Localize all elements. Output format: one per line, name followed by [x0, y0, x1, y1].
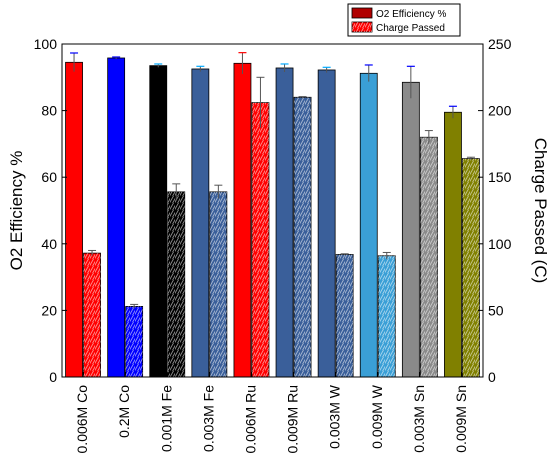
- y-tick-label: 40: [41, 236, 57, 252]
- y2-tick-label: 150: [488, 169, 512, 185]
- x-tick-label: 0.003M Fe: [200, 385, 216, 452]
- x-tick-label: 0.003M Sn: [411, 385, 427, 453]
- y-tick-label: 100: [34, 36, 58, 52]
- plot-frame: [61, 43, 484, 378]
- x-tick-label: 0.009M W: [369, 384, 385, 449]
- y2-tick-label: 250: [488, 36, 512, 52]
- x-tick-label: 0.001M Fe: [158, 385, 174, 452]
- x-tick-label: 0.009M Ru: [285, 385, 301, 453]
- legend-label-charge-passed: Charge Passed: [376, 23, 445, 34]
- bar-efficiency-0-009m-ru: [275, 67, 294, 378]
- x-tick-label: 0.009M Sn: [453, 385, 469, 453]
- bar-efficiency-0-006m-co: [65, 61, 83, 378]
- x-tick-label: 0.006M Ru: [242, 385, 258, 453]
- y-tick-label: 20: [41, 302, 57, 318]
- y2-tick-label: 50: [488, 302, 504, 318]
- bars-layer: [65, 52, 480, 378]
- x-tick-label: 0.2M Co: [116, 385, 132, 438]
- bar-charge-hatch-0-001m-fe: [167, 191, 185, 377]
- bar-charge-hatch-0-006m-co: [83, 253, 101, 377]
- legend-swatch-o2-efficiency: [351, 7, 373, 19]
- x-tick-label: 0.006M Co: [74, 385, 90, 454]
- y2-tick-label: 0: [488, 369, 496, 385]
- bar-efficiency-0-003m-fe: [191, 68, 210, 378]
- y2-tick-label: 200: [488, 103, 512, 119]
- bar-charge-hatch-0-009m-sn: [462, 158, 480, 377]
- x-tick-label: 0.003M W: [327, 384, 343, 449]
- bar-charge-hatch-0-009m-ru: [294, 97, 312, 377]
- bar-charge-hatch-0-003m-sn: [420, 137, 438, 377]
- bar-efficiency-0-006m-ru: [233, 62, 252, 378]
- bar-charge-hatch-0-003m-w: [336, 254, 354, 377]
- bar-charge-hatch-0-006m-ru: [251, 102, 269, 377]
- bar-efficiency-0-009m-w: [359, 72, 378, 378]
- bar-efficiency-0-2m-co: [107, 57, 126, 378]
- axes-layer: 0 20 40 60 80 100 0 50 100 150 200 250 0.006M Co 0.2M…: [34, 36, 512, 453]
- legend: O2 Efficiency % Charge Passed: [347, 3, 461, 37]
- bar-efficiency-0-001m-fe: [149, 65, 168, 378]
- y-tick-label: 60: [41, 169, 57, 185]
- legend-label-o2-efficiency: O2 Efficiency %: [376, 9, 447, 20]
- legend-swatch-hatch: [352, 22, 372, 32]
- bar-charge-hatch-0-2m-co: [125, 306, 143, 377]
- bar-charge-hatch-0-009m-w: [378, 255, 396, 377]
- y-axis-title: O2 Efficiency %: [7, 151, 26, 271]
- bar-efficiency-0-003m-w: [317, 69, 336, 378]
- bar-efficiency-0-009m-sn: [444, 111, 462, 378]
- y2-axis-title: Charge Passed (C): [531, 138, 550, 284]
- bar-charge-hatch-0-003m-fe: [209, 191, 227, 377]
- bar-efficiency-0-003m-sn: [401, 81, 420, 378]
- y-tick-label: 0: [49, 369, 57, 385]
- y-tick-label: 80: [41, 103, 57, 119]
- y2-tick-label: 100: [488, 236, 512, 252]
